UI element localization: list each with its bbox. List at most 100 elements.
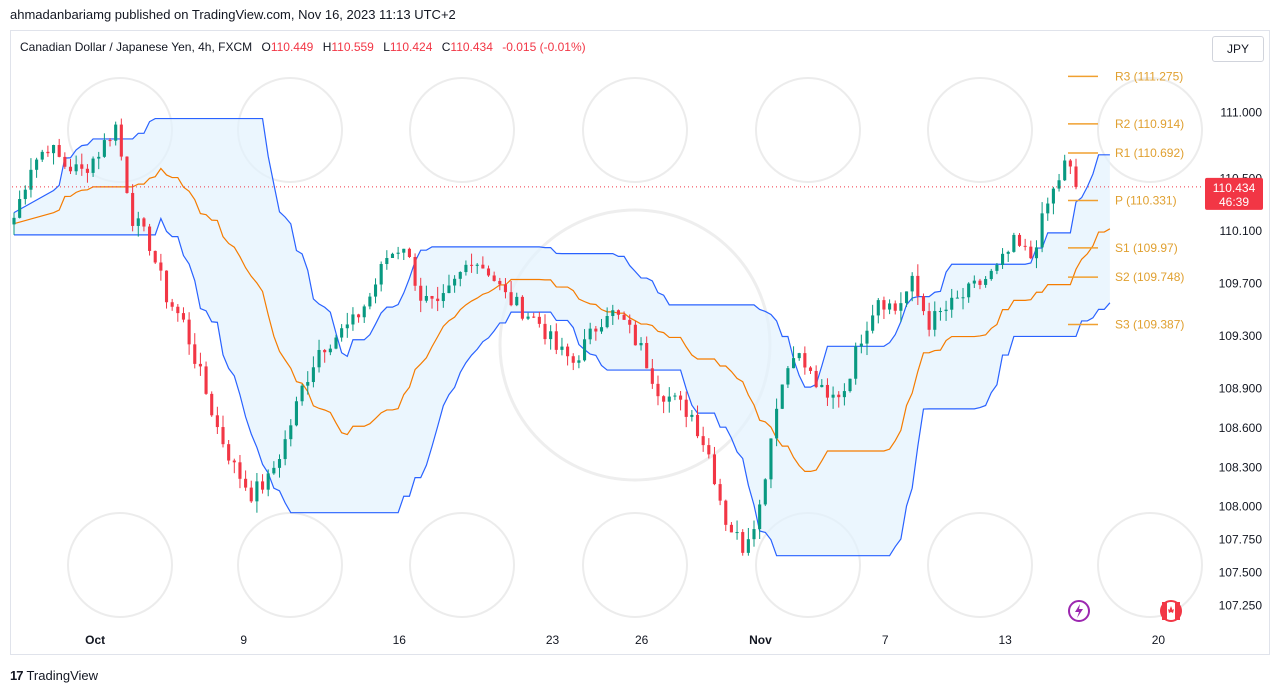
canada-flag-icon[interactable] xyxy=(1160,600,1182,622)
candle xyxy=(921,293,926,316)
candle-body xyxy=(311,367,315,383)
candle xyxy=(791,346,796,369)
candle xyxy=(283,430,287,466)
candle xyxy=(379,261,383,292)
chart-legend: Canadian Dollar / Japanese Yen, 4h, FXCM… xyxy=(20,40,586,54)
candle xyxy=(656,375,660,406)
candle xyxy=(955,290,959,299)
candle xyxy=(249,480,253,503)
candle xyxy=(904,291,909,307)
candle-body xyxy=(119,124,123,157)
candle-body xyxy=(35,159,39,170)
candle-body xyxy=(814,370,818,388)
candle xyxy=(373,278,378,304)
candle xyxy=(712,446,717,486)
candle-body xyxy=(797,353,801,359)
candle-body xyxy=(328,348,332,353)
open-value: 110.449 xyxy=(270,40,314,54)
price-tick-label: 110.100 xyxy=(1220,224,1263,238)
candle xyxy=(820,379,824,388)
channel-fill xyxy=(14,118,1110,556)
candle-body xyxy=(549,331,553,340)
candle-body xyxy=(176,306,180,314)
watermark-circle xyxy=(237,512,343,618)
candle xyxy=(786,365,790,388)
candle-body xyxy=(210,393,214,416)
candle-body xyxy=(283,439,287,460)
candle xyxy=(210,391,214,417)
candle xyxy=(537,311,541,328)
watermark-circle xyxy=(582,77,688,183)
lightning-icon[interactable] xyxy=(1068,600,1090,622)
candle xyxy=(12,212,16,235)
candle-body xyxy=(464,264,468,273)
candle-body xyxy=(277,459,282,468)
candle xyxy=(984,276,988,288)
candle xyxy=(215,406,219,434)
candle xyxy=(18,190,22,219)
candle-body xyxy=(125,156,129,193)
candle xyxy=(950,288,954,318)
price-tick-label: 108.900 xyxy=(1219,381,1263,395)
candle xyxy=(1006,250,1010,262)
candle-body xyxy=(1063,160,1067,181)
candle xyxy=(1040,202,1044,253)
candle-body xyxy=(616,310,620,315)
candle-body xyxy=(475,264,479,266)
candle-body xyxy=(989,270,993,280)
time-tick-label: Nov xyxy=(749,633,772,647)
candle xyxy=(842,383,846,406)
currency-button[interactable]: JPY xyxy=(1212,36,1264,62)
candle xyxy=(74,155,78,175)
candle-body xyxy=(447,285,451,294)
candle-body xyxy=(893,303,897,311)
channel-middle-line xyxy=(13,167,1111,473)
candle-body xyxy=(181,313,186,320)
pivot-label-s2: S2 (109.748) xyxy=(1115,270,1184,284)
candle-body xyxy=(300,385,304,402)
tradingview-logo-icon: 17 xyxy=(10,668,24,683)
candle xyxy=(311,356,315,388)
candle xyxy=(390,252,395,259)
candle xyxy=(916,264,920,305)
candle xyxy=(780,384,784,410)
time-tick-label: 20 xyxy=(1152,633,1166,647)
candle xyxy=(888,299,892,315)
candle-body xyxy=(238,462,242,479)
candle-body xyxy=(599,327,604,332)
chart-frame xyxy=(10,30,1270,655)
candle-body xyxy=(1012,234,1016,252)
pivot-label-r3: R3 (111.275) xyxy=(1115,69,1183,83)
candle xyxy=(1029,240,1033,260)
pivot-label-r1: R1 (110.692) xyxy=(1115,146,1184,160)
candle-body xyxy=(871,315,875,331)
candle-body xyxy=(317,349,321,368)
time-axis: Oct 9 16 23 26 Nov 7 13 20 xyxy=(85,633,1165,647)
price-tick-label: 108.300 xyxy=(1219,460,1263,474)
candle xyxy=(526,312,530,321)
candle-body xyxy=(390,253,395,258)
price-tag-value: 110.434 xyxy=(1213,181,1256,195)
candle xyxy=(622,311,626,320)
candle-body xyxy=(413,257,417,286)
candle xyxy=(57,138,61,158)
candle xyxy=(148,223,152,256)
candle xyxy=(972,275,976,289)
candle xyxy=(1051,186,1055,215)
candle-body xyxy=(515,296,519,306)
candle xyxy=(142,217,146,232)
candle xyxy=(515,292,519,307)
candle-body xyxy=(701,436,705,446)
footer-brand[interactable]: TradingView xyxy=(26,668,99,683)
candle xyxy=(650,359,654,389)
candle-body xyxy=(12,217,16,225)
candle xyxy=(978,278,982,290)
pivot-label-s3: S3 (109.387) xyxy=(1115,317,1184,331)
candle-body xyxy=(729,524,733,533)
candle xyxy=(447,274,451,294)
candle xyxy=(317,339,321,373)
candle-body xyxy=(131,192,135,226)
candle xyxy=(560,337,564,356)
candle-body xyxy=(1046,203,1050,214)
